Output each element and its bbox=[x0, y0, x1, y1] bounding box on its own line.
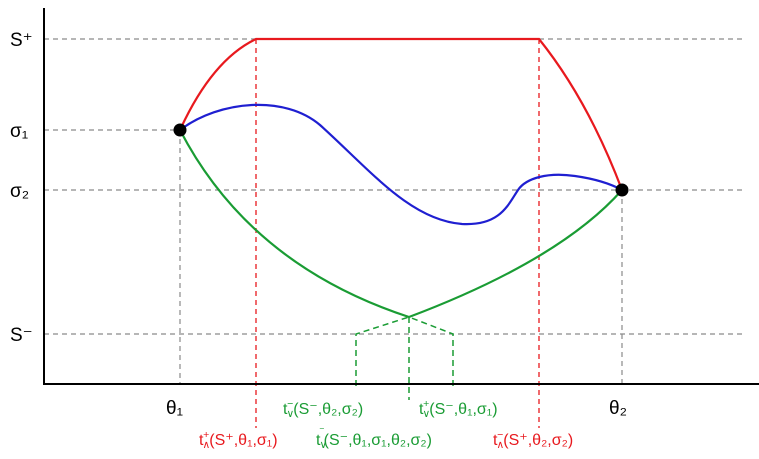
horizontal-guides bbox=[44, 38, 745, 335]
blue-trajectory bbox=[179, 103, 623, 226]
label-t-wedge-minus: t∧−(S⁺,θ₂,σ₂) bbox=[493, 429, 573, 451]
label-t-vee-plus: t∨+(S⁻,θ₁,σ₁) bbox=[419, 398, 498, 420]
label-t-wedge-plus: t∧+(S⁺,θ₁,σ₁) bbox=[199, 429, 278, 451]
label-theta1: θ₁ bbox=[166, 398, 183, 419]
label-s-plus: S⁺ bbox=[10, 30, 33, 51]
green-lower-curve bbox=[179, 129, 623, 319]
label-sigma1: σ₁ bbox=[10, 121, 28, 142]
green-guide-right bbox=[408, 316, 454, 386]
end-point bbox=[615, 183, 629, 197]
start-point bbox=[173, 123, 187, 137]
label-theta2: θ₂ bbox=[609, 398, 627, 419]
label-sigma2: σ₂ bbox=[10, 181, 29, 202]
green-guide-left bbox=[355, 316, 410, 386]
red-dashed-lines bbox=[255, 39, 540, 428]
red-upper-curve bbox=[178, 37, 624, 191]
axes bbox=[43, 8, 759, 385]
label-t-vee-minus: t∨−(S⁻,θ₂,σ₂) bbox=[283, 398, 363, 420]
vertical-guides bbox=[179, 130, 623, 384]
label-t-vee-bar: t∨‾(S⁻,θ₁,σ₁,θ₂,σ₂) bbox=[316, 427, 432, 451]
green-dashed-lines bbox=[355, 316, 454, 400]
label-s-minus: S⁻ bbox=[10, 325, 33, 346]
